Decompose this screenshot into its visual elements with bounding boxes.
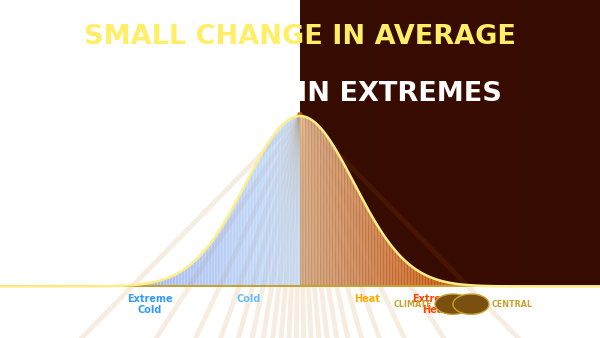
Text: Cold: Cold	[236, 294, 260, 304]
Text: Heat: Heat	[354, 294, 380, 304]
Text: Extreme
Cold: Extreme Cold	[127, 294, 173, 315]
Text: CLIMATE: CLIMATE	[394, 300, 432, 309]
Circle shape	[435, 294, 471, 314]
Text: Extreme
Heat: Extreme Heat	[412, 294, 458, 315]
Circle shape	[453, 294, 489, 314]
Text: SMALL CHANGE IN AVERAGE: SMALL CHANGE IN AVERAGE	[84, 24, 516, 50]
Text: CENTRAL: CENTRAL	[492, 300, 533, 309]
Text: BIG CHANGE IN EXTREMES: BIG CHANGE IN EXTREMES	[98, 81, 502, 107]
